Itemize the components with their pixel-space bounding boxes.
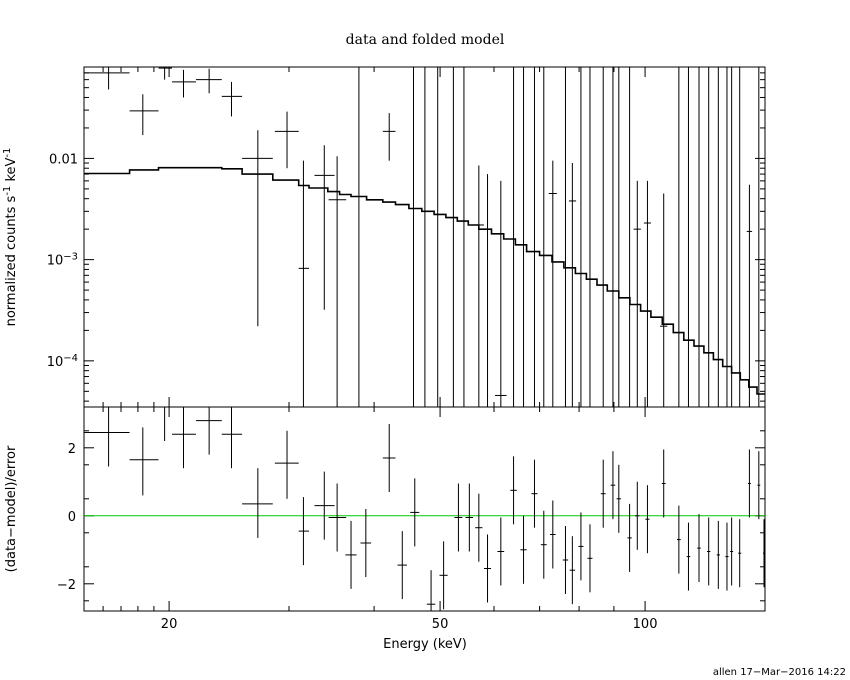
y-tick-label: −2 [57,578,76,593]
footer-timestamp: allen 17−Mar−2016 14:22 [712,667,846,678]
y-tick-label: 0 [68,510,76,525]
bottom-panel-frame [83,406,766,612]
model-line [84,166,765,395]
y-tick-label: 0.01 [49,152,78,167]
x-tick-label: 20 [161,617,178,632]
top-y-axis-label: normalized counts s-1 keV-1 [2,148,20,327]
y-tick-label: 10−3 [47,251,78,269]
y-tick-label: 10−4 [47,352,78,370]
top-axis-ticks: 0.01 10−3 10−4 [47,66,765,407]
chart-title: data and folded model [346,32,505,48]
top-panel-marks [84,67,766,407]
x-axis-label: Energy (keV) [383,637,467,652]
x-tick-label: 50 [432,617,449,632]
y-tick-label: 2 [68,442,76,457]
x-tick-label: 100 [633,617,658,632]
bottom-y-axis-label: (data−model)/error [4,445,19,572]
bottom-panel-marks [84,406,765,611]
